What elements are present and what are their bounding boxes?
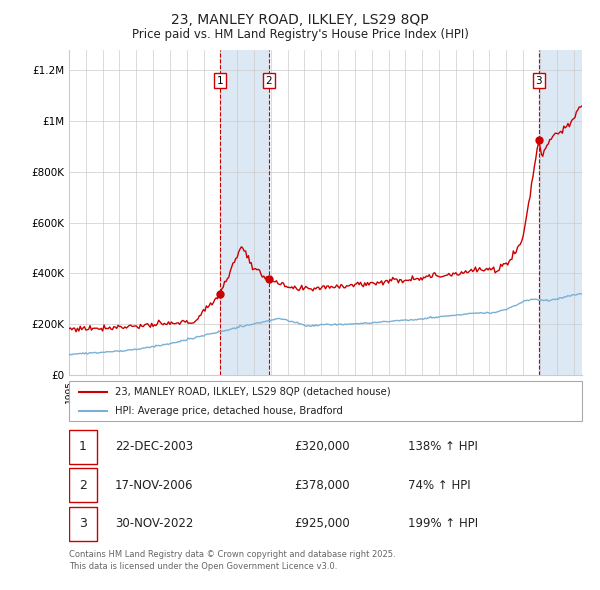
FancyBboxPatch shape: [69, 381, 582, 421]
Text: Price paid vs. HM Land Registry's House Price Index (HPI): Price paid vs. HM Land Registry's House …: [131, 28, 469, 41]
Text: 2: 2: [266, 76, 272, 86]
Text: 1: 1: [217, 76, 223, 86]
Text: 3: 3: [79, 517, 87, 530]
Text: 23, MANLEY ROAD, ILKLEY, LS29 8QP (detached house): 23, MANLEY ROAD, ILKLEY, LS29 8QP (detac…: [115, 387, 391, 397]
Text: 74% ↑ HPI: 74% ↑ HPI: [407, 478, 470, 492]
Text: 22-DEC-2003: 22-DEC-2003: [115, 440, 193, 453]
Text: 2: 2: [79, 478, 87, 492]
Text: 1: 1: [79, 440, 87, 453]
Text: HPI: Average price, detached house, Bradford: HPI: Average price, detached house, Brad…: [115, 406, 343, 415]
Text: 138% ↑ HPI: 138% ↑ HPI: [407, 440, 478, 453]
Text: £378,000: £378,000: [295, 478, 350, 492]
Text: 30-NOV-2022: 30-NOV-2022: [115, 517, 194, 530]
Bar: [220, 50, 269, 375]
Text: £320,000: £320,000: [295, 440, 350, 453]
Text: Contains HM Land Registry data © Crown copyright and database right 2025.
This d: Contains HM Land Registry data © Crown c…: [69, 550, 395, 571]
FancyBboxPatch shape: [69, 507, 97, 541]
Text: £925,000: £925,000: [295, 517, 350, 530]
Text: 23, MANLEY ROAD, ILKLEY, LS29 8QP: 23, MANLEY ROAD, ILKLEY, LS29 8QP: [171, 13, 429, 27]
Text: 17-NOV-2006: 17-NOV-2006: [115, 478, 194, 492]
FancyBboxPatch shape: [69, 430, 97, 464]
FancyBboxPatch shape: [69, 468, 97, 502]
Bar: [539, 50, 582, 375]
Text: 3: 3: [535, 76, 542, 86]
Text: 199% ↑ HPI: 199% ↑ HPI: [407, 517, 478, 530]
